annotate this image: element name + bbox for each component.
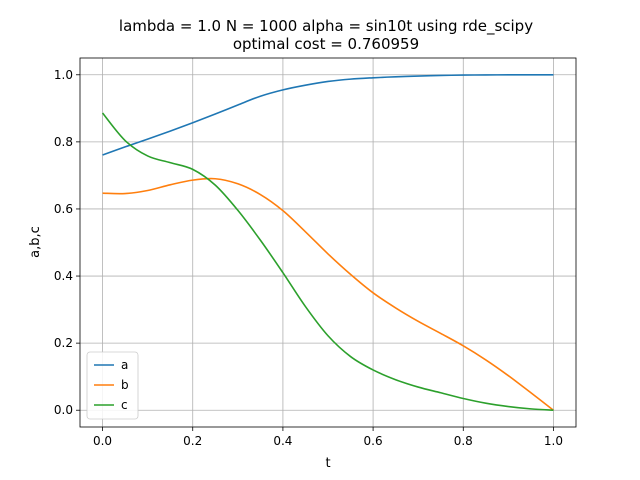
y-tick-label: 0.4 [54,269,73,283]
axes-frame [79,57,577,428]
legend-label-b: b [121,378,129,392]
legend-label-c: c [121,398,128,412]
x-tick-label: 0.2 [183,434,202,448]
legend-label-a: a [121,358,128,372]
series-line-c [101,112,554,412]
y-tick-label: 1.0 [54,68,73,82]
series-line-b [102,177,554,411]
series-line-a [102,73,554,156]
y-tick-label: 0.0 [54,403,73,417]
chart-title: lambda = 1.0 N = 1000 alpha = sin10t usi… [119,17,533,36]
x-tick-label: 0.0 [93,434,112,448]
legend: abc [86,351,139,420]
x-axis-label: t [325,456,330,471]
y-tick-label: 0.2 [54,336,73,350]
chart-subtitle: optimal cost = 0.760959 [233,35,419,53]
y-tick-label: 0.8 [54,135,73,149]
plot-area: 0.0 0.2 0.4 0.6 0.8 1.0 0.0 0.2 0.4 0.6 0.8 1.0 [54,57,577,448]
x-tick-label: 1.0 [544,434,563,448]
y-axis-label: a,b,c [28,226,43,258]
x-tick-label: 0.4 [273,434,292,448]
x-tick-label: 0.8 [454,434,473,448]
x-tick-label: 0.6 [364,434,383,448]
y-tick-label: 0.6 [54,202,73,216]
